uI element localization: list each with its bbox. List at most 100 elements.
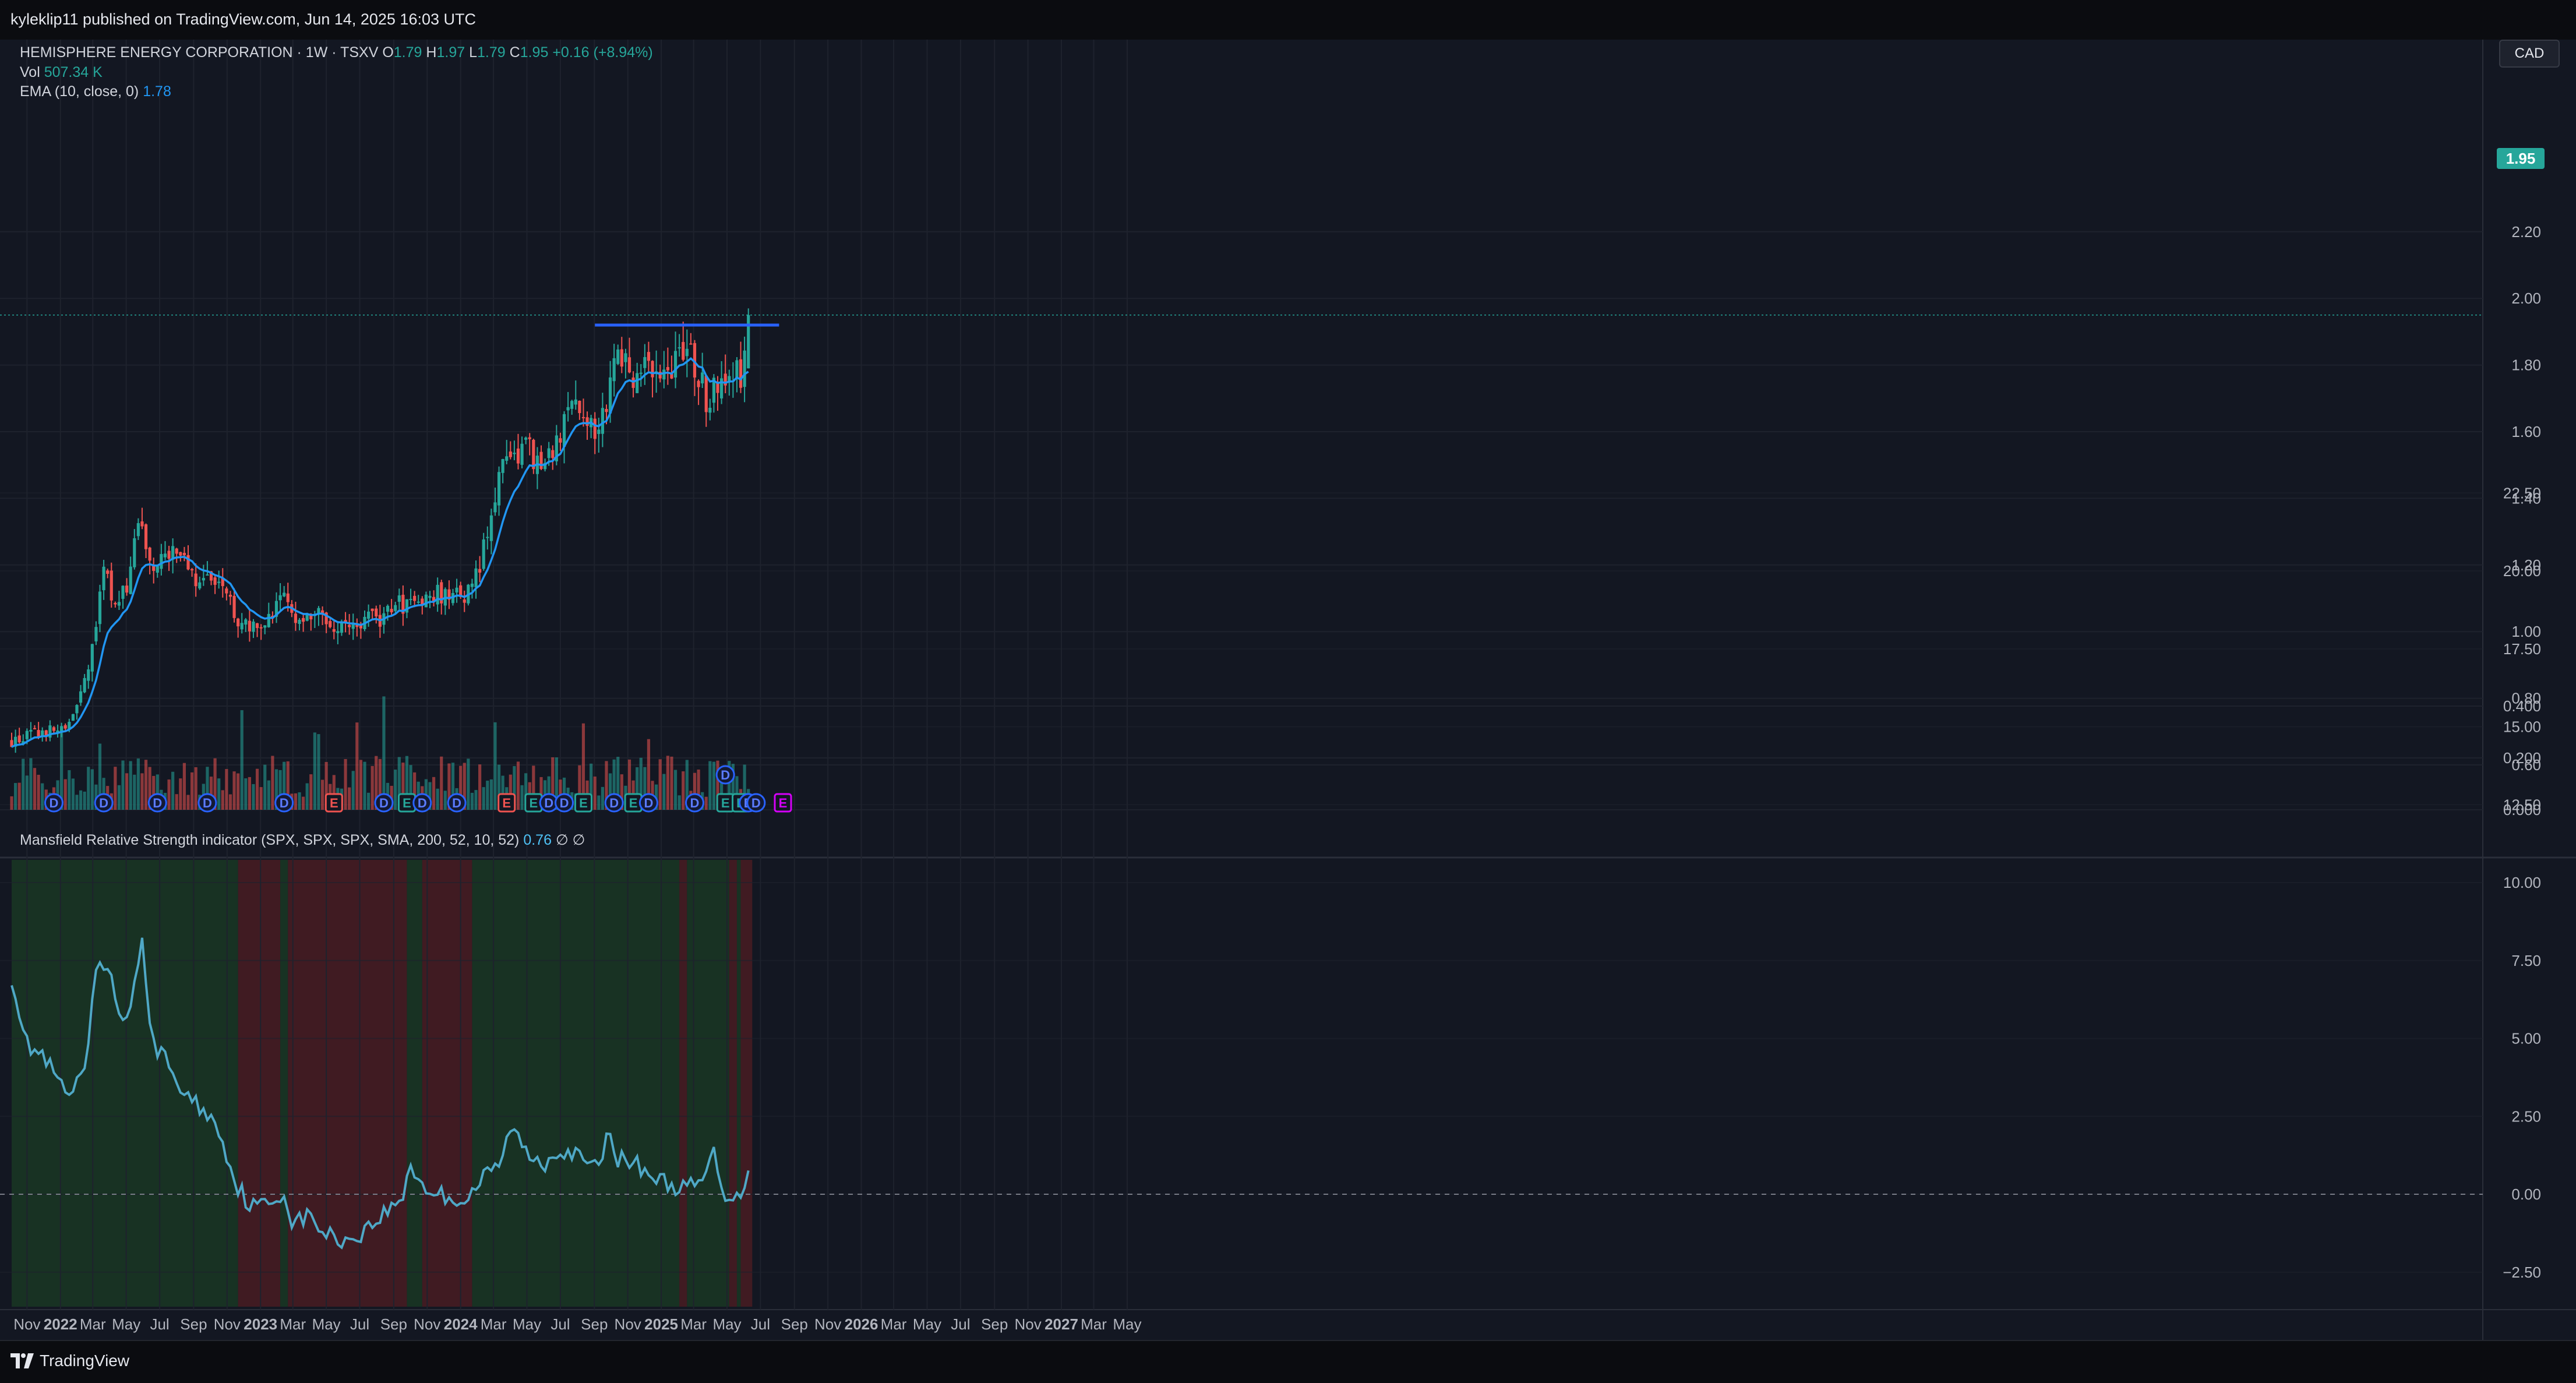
- volume-bar: [309, 774, 313, 810]
- mansfield-tick-label: 22.50: [2503, 484, 2541, 502]
- candle-body: [559, 438, 562, 443]
- time-tick-label: May: [1113, 1315, 1141, 1333]
- candle-body: [156, 566, 159, 573]
- earnings-marker-icon: [497, 793, 516, 813]
- candle-body: [160, 553, 163, 569]
- volume-bar: [719, 768, 724, 810]
- volume-bar: [152, 775, 156, 810]
- candle-body: [386, 605, 390, 612]
- candle-body: [17, 735, 21, 743]
- volume-bar: [63, 779, 67, 810]
- volume-bar: [627, 759, 631, 810]
- candle-body: [29, 729, 33, 732]
- event-marker-label: D: [751, 796, 761, 810]
- ema-legend: EMA (10, close, 0) 1.78: [20, 83, 171, 100]
- candle-body: [497, 472, 501, 506]
- candle-body: [240, 623, 244, 630]
- volume-bar: [397, 757, 401, 810]
- price-tick-label: 1.20: [2511, 556, 2541, 574]
- candle-body: [578, 400, 581, 414]
- candle-body: [244, 619, 248, 625]
- candle-body: [636, 373, 639, 393]
- chart-area[interactable]: DDDDDEDEDDEEDDEDEDDEEDDED 0.0000.2000.40…: [0, 40, 2576, 1340]
- candle-body: [516, 448, 520, 464]
- volume-bar: [13, 783, 17, 810]
- volume-bar: [539, 777, 543, 810]
- candle-body: [283, 592, 286, 597]
- price-tick-label: 1.40: [2511, 489, 2541, 507]
- candle-body: [278, 595, 282, 601]
- volume-bar: [620, 774, 623, 810]
- candle-body: [574, 399, 577, 405]
- time-tick-label: Mar: [680, 1315, 707, 1333]
- event-marker-label: D: [99, 796, 108, 810]
- candle-body: [90, 644, 94, 672]
- event-marker-label: D: [560, 796, 569, 810]
- volume-bar: [440, 756, 443, 810]
- candle-body: [528, 437, 531, 439]
- volume-bar: [370, 765, 374, 810]
- volume-bar: [68, 770, 71, 810]
- volume-bar: [697, 769, 700, 810]
- candle-body: [117, 602, 121, 606]
- event-marker-label: E: [403, 796, 411, 810]
- volume-bar: [670, 756, 673, 810]
- volume-bar: [647, 739, 651, 810]
- event-marker-label: E: [579, 796, 588, 810]
- dividend-marker-icon: [197, 793, 217, 813]
- volume-bar: [114, 767, 117, 810]
- candle-body: [401, 594, 405, 614]
- volume-bar: [601, 786, 604, 810]
- candle-body: [551, 450, 555, 458]
- volume-bar: [520, 785, 524, 810]
- volume-bar: [443, 791, 447, 810]
- volume-bar: [731, 764, 735, 810]
- volume-bar: [117, 785, 121, 810]
- currency-button[interactable]: CAD: [2499, 40, 2560, 68]
- candle-body: [106, 570, 110, 574]
- time-tick-label: Nov: [13, 1315, 40, 1333]
- close-value: 1.95: [520, 44, 549, 61]
- mansfield-legend: Mansfield Relative Strength indicator (S…: [20, 831, 585, 849]
- time-tick-label: May: [112, 1315, 140, 1333]
- candle-body: [259, 627, 263, 629]
- candle-body: [562, 414, 566, 447]
- tradingview-logo[interactable]: TradingView: [10, 1352, 129, 1370]
- volume-bar: [608, 773, 612, 810]
- volume-bar: [348, 787, 351, 810]
- candle-body: [724, 373, 727, 386]
- candle-body: [305, 613, 309, 621]
- volume-bar: [375, 756, 378, 810]
- candle-body: [68, 722, 71, 730]
- candle-body: [286, 593, 290, 602]
- dividend-marker-icon: [447, 793, 467, 813]
- event-marker-label: D: [452, 796, 461, 810]
- volume-bar: [179, 778, 182, 810]
- time-tick-label: Nov: [615, 1315, 641, 1333]
- candle-body: [704, 375, 708, 412]
- candle-body: [627, 357, 631, 373]
- volume-bar: [182, 763, 186, 810]
- candle-body: [566, 407, 570, 411]
- volume-bar: [478, 764, 482, 810]
- candle-body: [421, 598, 424, 605]
- event-marker-label: D: [644, 796, 653, 810]
- volume-bar: [366, 792, 370, 810]
- candle-body: [336, 631, 340, 633]
- volume-bar: [228, 794, 232, 810]
- candle-body: [405, 599, 409, 613]
- volume-bar: [332, 775, 336, 810]
- candle-body: [555, 435, 558, 461]
- candle-body: [237, 618, 240, 627]
- candle-body: [114, 602, 117, 605]
- candle-body: [202, 578, 205, 581]
- candle-body: [87, 669, 90, 681]
- volume-bar: [590, 763, 593, 810]
- volume-bar: [259, 787, 263, 810]
- dividend-marker-icon: [94, 793, 114, 813]
- volume-bar: [75, 795, 79, 810]
- mansfield-bg-green: [407, 860, 422, 1307]
- candle-body: [474, 568, 478, 587]
- price-tick-label: 0.200: [2503, 749, 2541, 767]
- volume-bar: [497, 764, 501, 810]
